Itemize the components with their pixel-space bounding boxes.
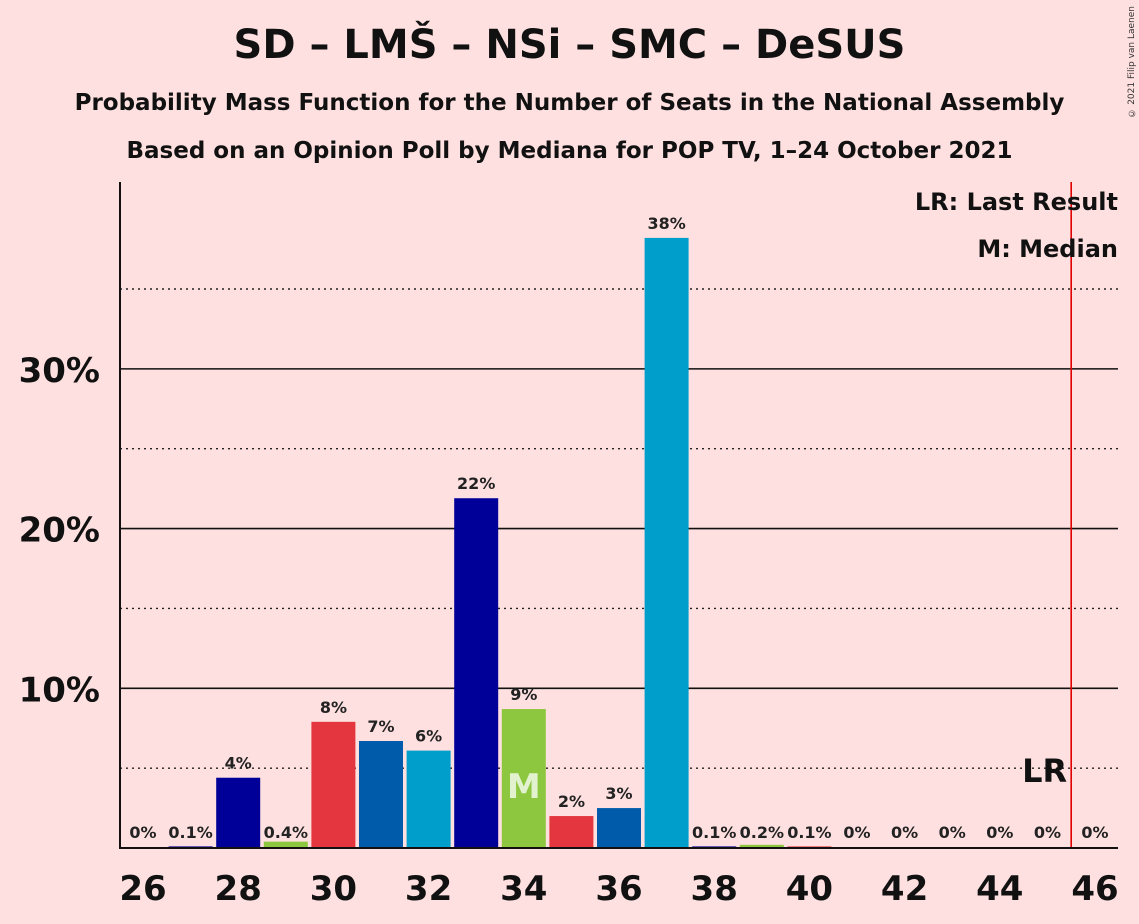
bar-seats-32 (406, 750, 451, 848)
label-layer: 0% 0.1%4%0.4%8%7%6%22%9%2% 3%38%0.1% 0.2% 0.… (129, 214, 1108, 842)
data-label-seats-44: 0% (986, 823, 1013, 842)
data-label-seats-39: 0.2% (740, 823, 784, 842)
bar-seats-31 (359, 740, 403, 848)
x-tick-label: 26 (119, 869, 166, 909)
x-tick-label: 42 (881, 869, 928, 909)
data-label-seats-41: 0% (843, 823, 870, 842)
last-result-marker: LR (1022, 752, 1067, 790)
data-label-seats-38: 0.1% (692, 823, 736, 842)
data-label-seats-27: 0.1% (168, 823, 212, 842)
data-label-seats-35: 2% (558, 792, 585, 811)
data-label-seats-43: 0% (939, 823, 966, 842)
median-marker: M (507, 767, 541, 807)
data-label-seats-31: 7% (367, 717, 394, 736)
bar-seats-29 (263, 841, 308, 848)
bar-seats-33 (454, 498, 499, 848)
bar-seats-34 (501, 709, 546, 848)
x-tick-label: 38 (691, 869, 738, 909)
x-tick-label: 40 (786, 869, 833, 909)
x-tick-label: 34 (500, 869, 547, 909)
x-tick-label: 28 (215, 869, 262, 909)
x-tick-label: 36 (595, 869, 642, 909)
x-tick-label: 32 (405, 869, 452, 909)
x-tick-label: 30 (310, 869, 357, 909)
data-label-seats-32: 6% (415, 727, 442, 746)
data-label-seats-30: 8% (320, 698, 347, 717)
data-label-seats-46: 0% (1081, 823, 1108, 842)
data-label-seats-28: 4% (225, 754, 252, 773)
legend-median: M: Median (977, 235, 1118, 263)
x-tick-label: 46 (1071, 869, 1118, 909)
data-label-seats-42: 0% (891, 823, 918, 842)
data-label-seats-36: 3% (605, 784, 632, 803)
data-label-seats-34: 9% (510, 685, 537, 704)
data-label-seats-26: 0% (129, 823, 156, 842)
y-tick-label: 30% (19, 351, 100, 391)
axis-layer: 10% 20% 30% 26 28 30 32 34 36 38 40 42 44 46 (19, 182, 1119, 909)
grid-layer (120, 288, 1118, 769)
y-tick-label: 10% (19, 670, 100, 710)
bar-seats-28 (216, 777, 261, 848)
data-label-seats-40: 0.1% (787, 823, 831, 842)
chart-subtitle-source: Based on an Opinion Poll by Mediana for … (126, 138, 1013, 164)
chart-subtitle: Probability Mass Function for the Number… (74, 90, 1065, 116)
bar-seats-39 (739, 844, 784, 848)
data-label-seats-45: 0% (1034, 823, 1061, 842)
chart-title: SD – LMŠ – NSi – SMC – DeSUS (233, 22, 906, 68)
bar-seats-30 (311, 721, 356, 848)
legend-last-result: LR: Last Result (915, 188, 1118, 216)
data-label-seats-37: 38% (647, 214, 685, 233)
bar-seats-36 (597, 808, 641, 848)
x-tick-label: 44 (976, 869, 1023, 909)
bar-layer (168, 237, 832, 848)
data-label-seats-29: 0.4% (264, 823, 308, 842)
bar-seats-37 (644, 237, 689, 848)
y-tick-label: 20% (19, 511, 100, 551)
data-label-seats-33: 22% (457, 474, 495, 493)
bar-seats-35 (549, 816, 594, 848)
